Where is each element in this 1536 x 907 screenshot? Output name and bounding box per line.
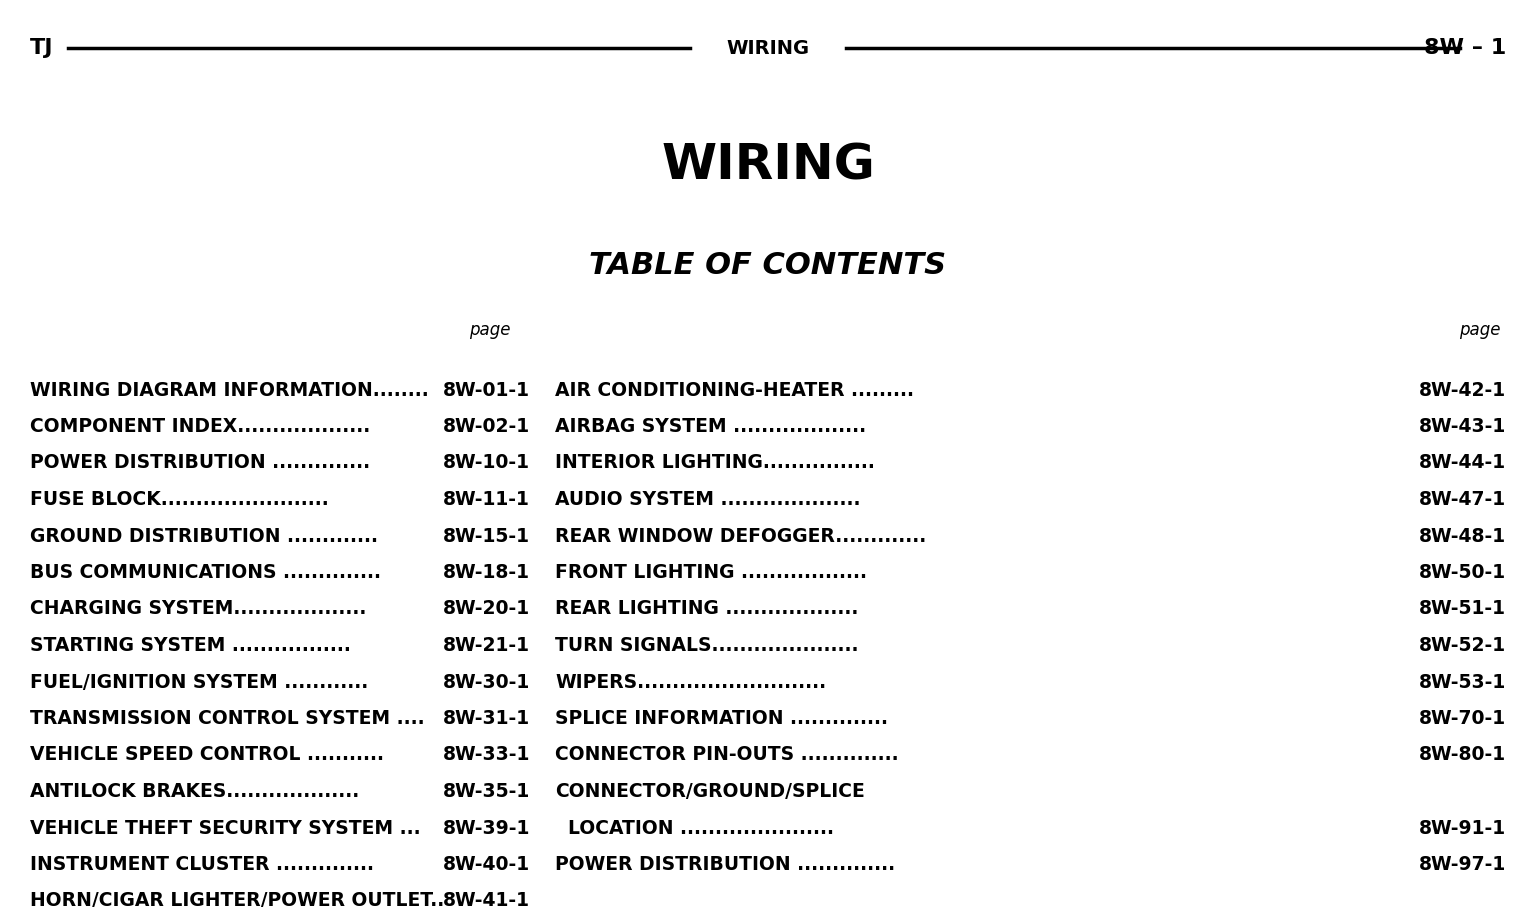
Text: 8W-10-1: 8W-10-1 (442, 454, 530, 473)
Text: 8W-21-1: 8W-21-1 (442, 636, 530, 655)
Text: WIPERS...........................: WIPERS........................... (554, 672, 826, 691)
Text: AIRBAG SYSTEM ...................: AIRBAG SYSTEM ................... (554, 417, 866, 436)
Text: 8W-70-1: 8W-70-1 (1419, 709, 1505, 728)
Text: 8W-02-1: 8W-02-1 (442, 417, 530, 436)
Text: FUEL/IGNITION SYSTEM ............: FUEL/IGNITION SYSTEM ............ (31, 672, 369, 691)
Text: 8W-91-1: 8W-91-1 (1419, 818, 1505, 837)
Text: WIRING: WIRING (727, 38, 809, 57)
Text: 8W-47-1: 8W-47-1 (1419, 490, 1505, 509)
Text: 8W-42-1: 8W-42-1 (1419, 381, 1505, 399)
Text: page: page (470, 321, 511, 339)
Text: FUSE BLOCK........................: FUSE BLOCK........................ (31, 490, 329, 509)
Text: 8W-41-1: 8W-41-1 (442, 892, 530, 907)
Text: 8W-35-1: 8W-35-1 (442, 782, 530, 801)
Text: AIR CONDITIONING-HEATER .........: AIR CONDITIONING-HEATER ......... (554, 381, 914, 399)
Text: 8W-50-1: 8W-50-1 (1419, 563, 1505, 582)
Text: POWER DISTRIBUTION ..............: POWER DISTRIBUTION .............. (31, 454, 370, 473)
Text: TRANSMISSION CONTROL SYSTEM ....: TRANSMISSION CONTROL SYSTEM .... (31, 709, 424, 728)
Text: 8W-01-1: 8W-01-1 (442, 381, 530, 399)
Text: INSTRUMENT CLUSTER ..............: INSTRUMENT CLUSTER .............. (31, 855, 373, 874)
Text: TJ: TJ (31, 38, 54, 58)
Text: ANTILOCK BRAKES...................: ANTILOCK BRAKES................... (31, 782, 359, 801)
Text: VEHICLE THEFT SECURITY SYSTEM ...: VEHICLE THEFT SECURITY SYSTEM ... (31, 818, 421, 837)
Text: 8W-97-1: 8W-97-1 (1419, 855, 1505, 874)
Text: REAR WINDOW DEFOGGER.............: REAR WINDOW DEFOGGER............. (554, 526, 926, 545)
Text: 8W-11-1: 8W-11-1 (442, 490, 530, 509)
Text: WIRING DIAGRAM INFORMATION........: WIRING DIAGRAM INFORMATION........ (31, 381, 429, 399)
Text: WIRING: WIRING (660, 141, 876, 189)
Text: BUS COMMUNICATIONS ..............: BUS COMMUNICATIONS .............. (31, 563, 381, 582)
Text: 8W-15-1: 8W-15-1 (442, 526, 530, 545)
Text: 8W-53-1: 8W-53-1 (1419, 672, 1505, 691)
Text: LOCATION ......................: LOCATION ...................... (554, 818, 834, 837)
Text: SPLICE INFORMATION ..............: SPLICE INFORMATION .............. (554, 709, 888, 728)
Text: page: page (1459, 321, 1501, 339)
Text: 8W-43-1: 8W-43-1 (1419, 417, 1505, 436)
Text: FRONT LIGHTING ..................: FRONT LIGHTING .................. (554, 563, 866, 582)
Text: CONNECTOR/GROUND/SPLICE: CONNECTOR/GROUND/SPLICE (554, 782, 865, 801)
Text: 8W-48-1: 8W-48-1 (1419, 526, 1505, 545)
Text: CHARGING SYSTEM...................: CHARGING SYSTEM................... (31, 600, 367, 619)
Text: HORN/CIGAR LIGHTER/POWER OUTLET..: HORN/CIGAR LIGHTER/POWER OUTLET.. (31, 892, 444, 907)
Text: 8W-44-1: 8W-44-1 (1419, 454, 1505, 473)
Text: 8W-52-1: 8W-52-1 (1419, 636, 1505, 655)
Text: 8W-33-1: 8W-33-1 (442, 746, 530, 765)
Text: TABLE OF CONTENTS: TABLE OF CONTENTS (590, 250, 946, 279)
Text: 8W-39-1: 8W-39-1 (442, 818, 530, 837)
Text: 8W – 1: 8W – 1 (1424, 38, 1505, 58)
Text: 8W-30-1: 8W-30-1 (442, 672, 530, 691)
Text: 8W-80-1: 8W-80-1 (1419, 746, 1505, 765)
Text: COMPONENT INDEX...................: COMPONENT INDEX................... (31, 417, 370, 436)
Text: VEHICLE SPEED CONTROL ...........: VEHICLE SPEED CONTROL ........... (31, 746, 384, 765)
Text: CONNECTOR PIN-OUTS ..............: CONNECTOR PIN-OUTS .............. (554, 746, 899, 765)
Text: 8W-40-1: 8W-40-1 (442, 855, 530, 874)
Text: INTERIOR LIGHTING................: INTERIOR LIGHTING................ (554, 454, 876, 473)
Text: POWER DISTRIBUTION ..............: POWER DISTRIBUTION .............. (554, 855, 895, 874)
Text: 8W-20-1: 8W-20-1 (442, 600, 530, 619)
Text: 8W-31-1: 8W-31-1 (442, 709, 530, 728)
Text: STARTING SYSTEM .................: STARTING SYSTEM ................. (31, 636, 350, 655)
Text: REAR LIGHTING ...................: REAR LIGHTING ................... (554, 600, 859, 619)
Text: 8W-18-1: 8W-18-1 (442, 563, 530, 582)
Text: 8W-51-1: 8W-51-1 (1419, 600, 1505, 619)
Text: GROUND DISTRIBUTION .............: GROUND DISTRIBUTION ............. (31, 526, 378, 545)
Text: AUDIO SYSTEM ....................: AUDIO SYSTEM .................... (554, 490, 860, 509)
Text: TURN SIGNALS.....................: TURN SIGNALS..................... (554, 636, 859, 655)
